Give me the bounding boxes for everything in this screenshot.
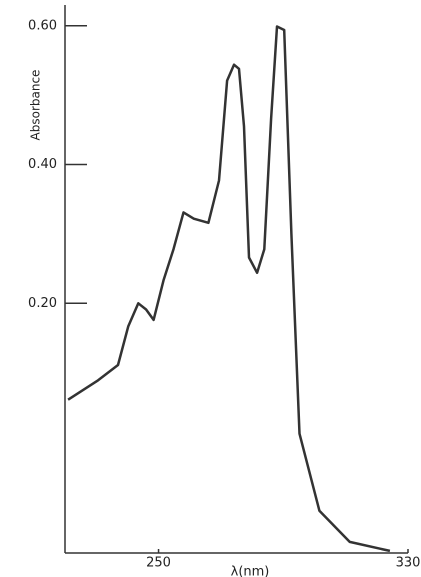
y-tick-label: 0.20 bbox=[28, 296, 57, 311]
x-axis-label: λ(nm) bbox=[231, 565, 270, 577]
y-axis-label: Absorbance bbox=[29, 70, 43, 141]
x-tick-label: 250 bbox=[146, 556, 171, 571]
y-tick-label: 0.60 bbox=[28, 18, 57, 33]
y-tick-label: 0.40 bbox=[28, 157, 57, 172]
spectrum-line bbox=[67, 25, 391, 553]
x-tick-label: 330 bbox=[396, 556, 421, 571]
